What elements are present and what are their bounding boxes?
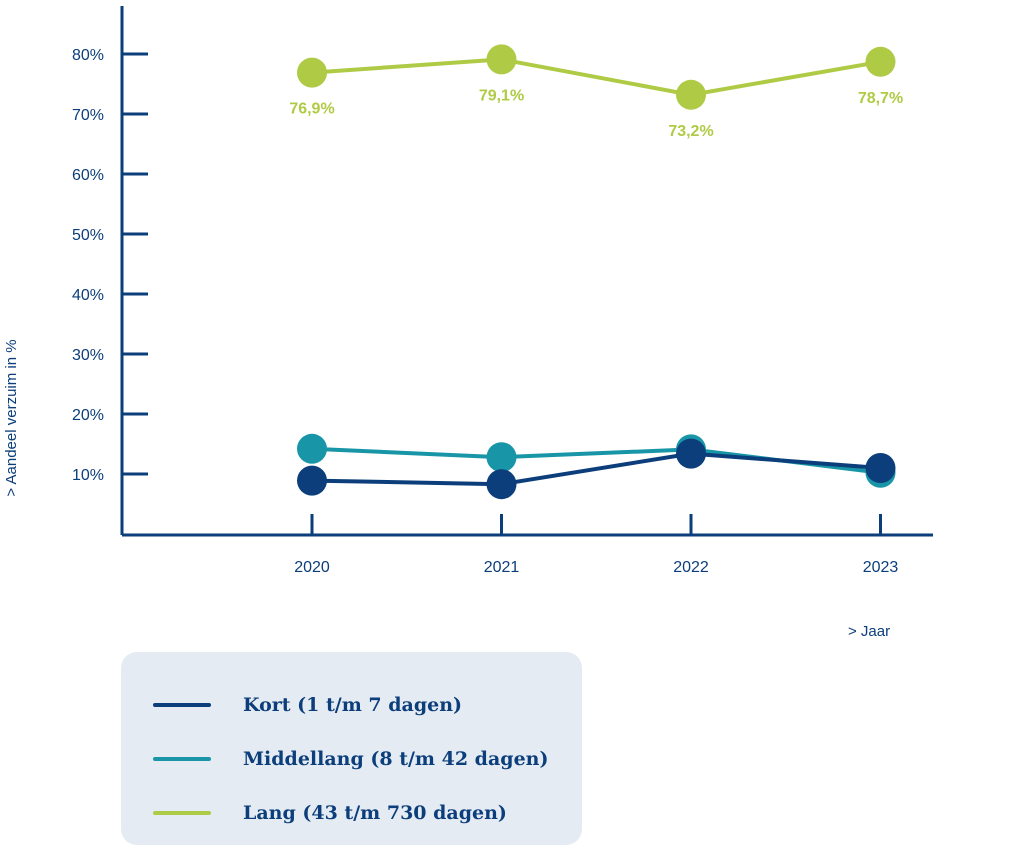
legend-swatch-kort	[153, 703, 211, 707]
y-tick-label: 30%	[72, 347, 104, 364]
data-label-lang: 73,2%	[668, 123, 713, 140]
x-tick-label: 2023	[863, 559, 899, 576]
legend-item-lang: Lang (43 t/m 730 dagen)	[121, 786, 582, 840]
data-point-lang	[297, 57, 327, 88]
data-label-lang: 79,1%	[479, 87, 524, 104]
data-point-kort	[486, 469, 517, 500]
x-tick-label: 2022	[673, 559, 709, 576]
y-tick-label: 80%	[72, 47, 104, 64]
legend-swatch-middellang	[153, 757, 211, 761]
legend-item-kort: Kort (1 t/m 7 dagen)	[121, 678, 582, 732]
y-tick-label: 70%	[72, 107, 104, 124]
data-point-middellang	[297, 433, 327, 464]
y-tick-label: 40%	[72, 287, 104, 304]
x-tick-label: 2020	[294, 559, 330, 576]
legend-label-lang: Lang (43 t/m 730 dagen)	[243, 802, 507, 824]
y-tick-label: 50%	[72, 227, 104, 244]
data-point-lang	[486, 44, 517, 75]
series-line-lang	[311, 57, 881, 97]
data-point-lang	[676, 79, 706, 110]
data-point-kort	[297, 465, 327, 496]
data-point-kort	[865, 453, 896, 483]
x-axis-title: > Jaar	[848, 623, 890, 640]
y-tick-label: 10%	[72, 467, 104, 484]
y-axis-title: > Aandeel verzuim in %	[3, 339, 20, 496]
data-label-lang: 76,9%	[289, 101, 334, 118]
legend-swatch-lang	[153, 811, 211, 815]
line-chart: > Aandeel verzuim in % > Jaar 80% 70% 60% 5…	[3, 6, 933, 640]
data-point-middellang	[486, 442, 517, 473]
data-point-lang	[865, 46, 896, 77]
x-tick-label: 2021	[484, 559, 520, 576]
data-point-kort	[676, 438, 706, 469]
y-tick-label: 60%	[72, 167, 104, 184]
legend-item-middellang: Middellang (8 t/m 42 dagen)	[121, 732, 582, 786]
legend-label-kort: Kort (1 t/m 7 dagen)	[243, 694, 463, 716]
series-line-kort	[311, 451, 881, 487]
y-tick-label: 20%	[72, 407, 104, 424]
legend: Kort (1 t/m 7 dagen) Middellang (8 t/m 4…	[121, 652, 582, 845]
legend-label-middellang: Middellang (8 t/m 42 dagen)	[243, 748, 549, 770]
data-label-lang: 78,7%	[858, 90, 903, 107]
